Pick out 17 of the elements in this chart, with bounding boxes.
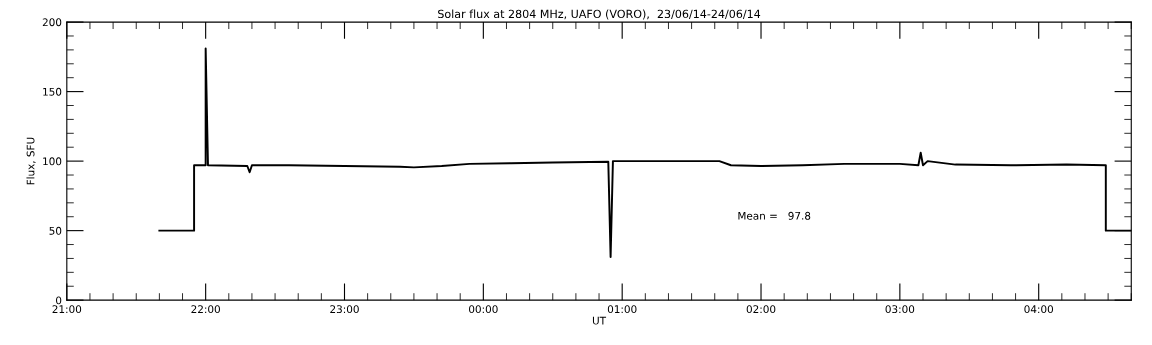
y-tick-label: 0 <box>56 296 62 305</box>
x-tick-label: 21:00 <box>52 305 82 314</box>
y-tick-label: 150 <box>43 87 62 96</box>
x-tick-label: 04:00 <box>1024 305 1054 314</box>
x-tick-label: 22:00 <box>191 305 220 314</box>
x-tick-label: 00:00 <box>469 305 498 314</box>
annotation: Mean = 97.8 <box>738 211 811 220</box>
y-tick-label: 100 <box>43 157 62 166</box>
x-tick-label: 01:00 <box>607 305 637 314</box>
chart-title: Solar flux at 2804 MHz, UAFO (VORO), 23/06/14-24/06/14 <box>438 9 761 20</box>
x-tick-label: 03:00 <box>885 305 915 314</box>
x-tick-label: 23:00 <box>330 305 359 314</box>
x-tick-label: 02:00 <box>746 305 776 314</box>
y-tick-label: 50 <box>49 226 62 235</box>
y-tick-label: 200 <box>42 18 62 27</box>
x-axis-title: UT <box>592 316 607 325</box>
y-axis-title: Flux, SFU <box>26 137 36 185</box>
